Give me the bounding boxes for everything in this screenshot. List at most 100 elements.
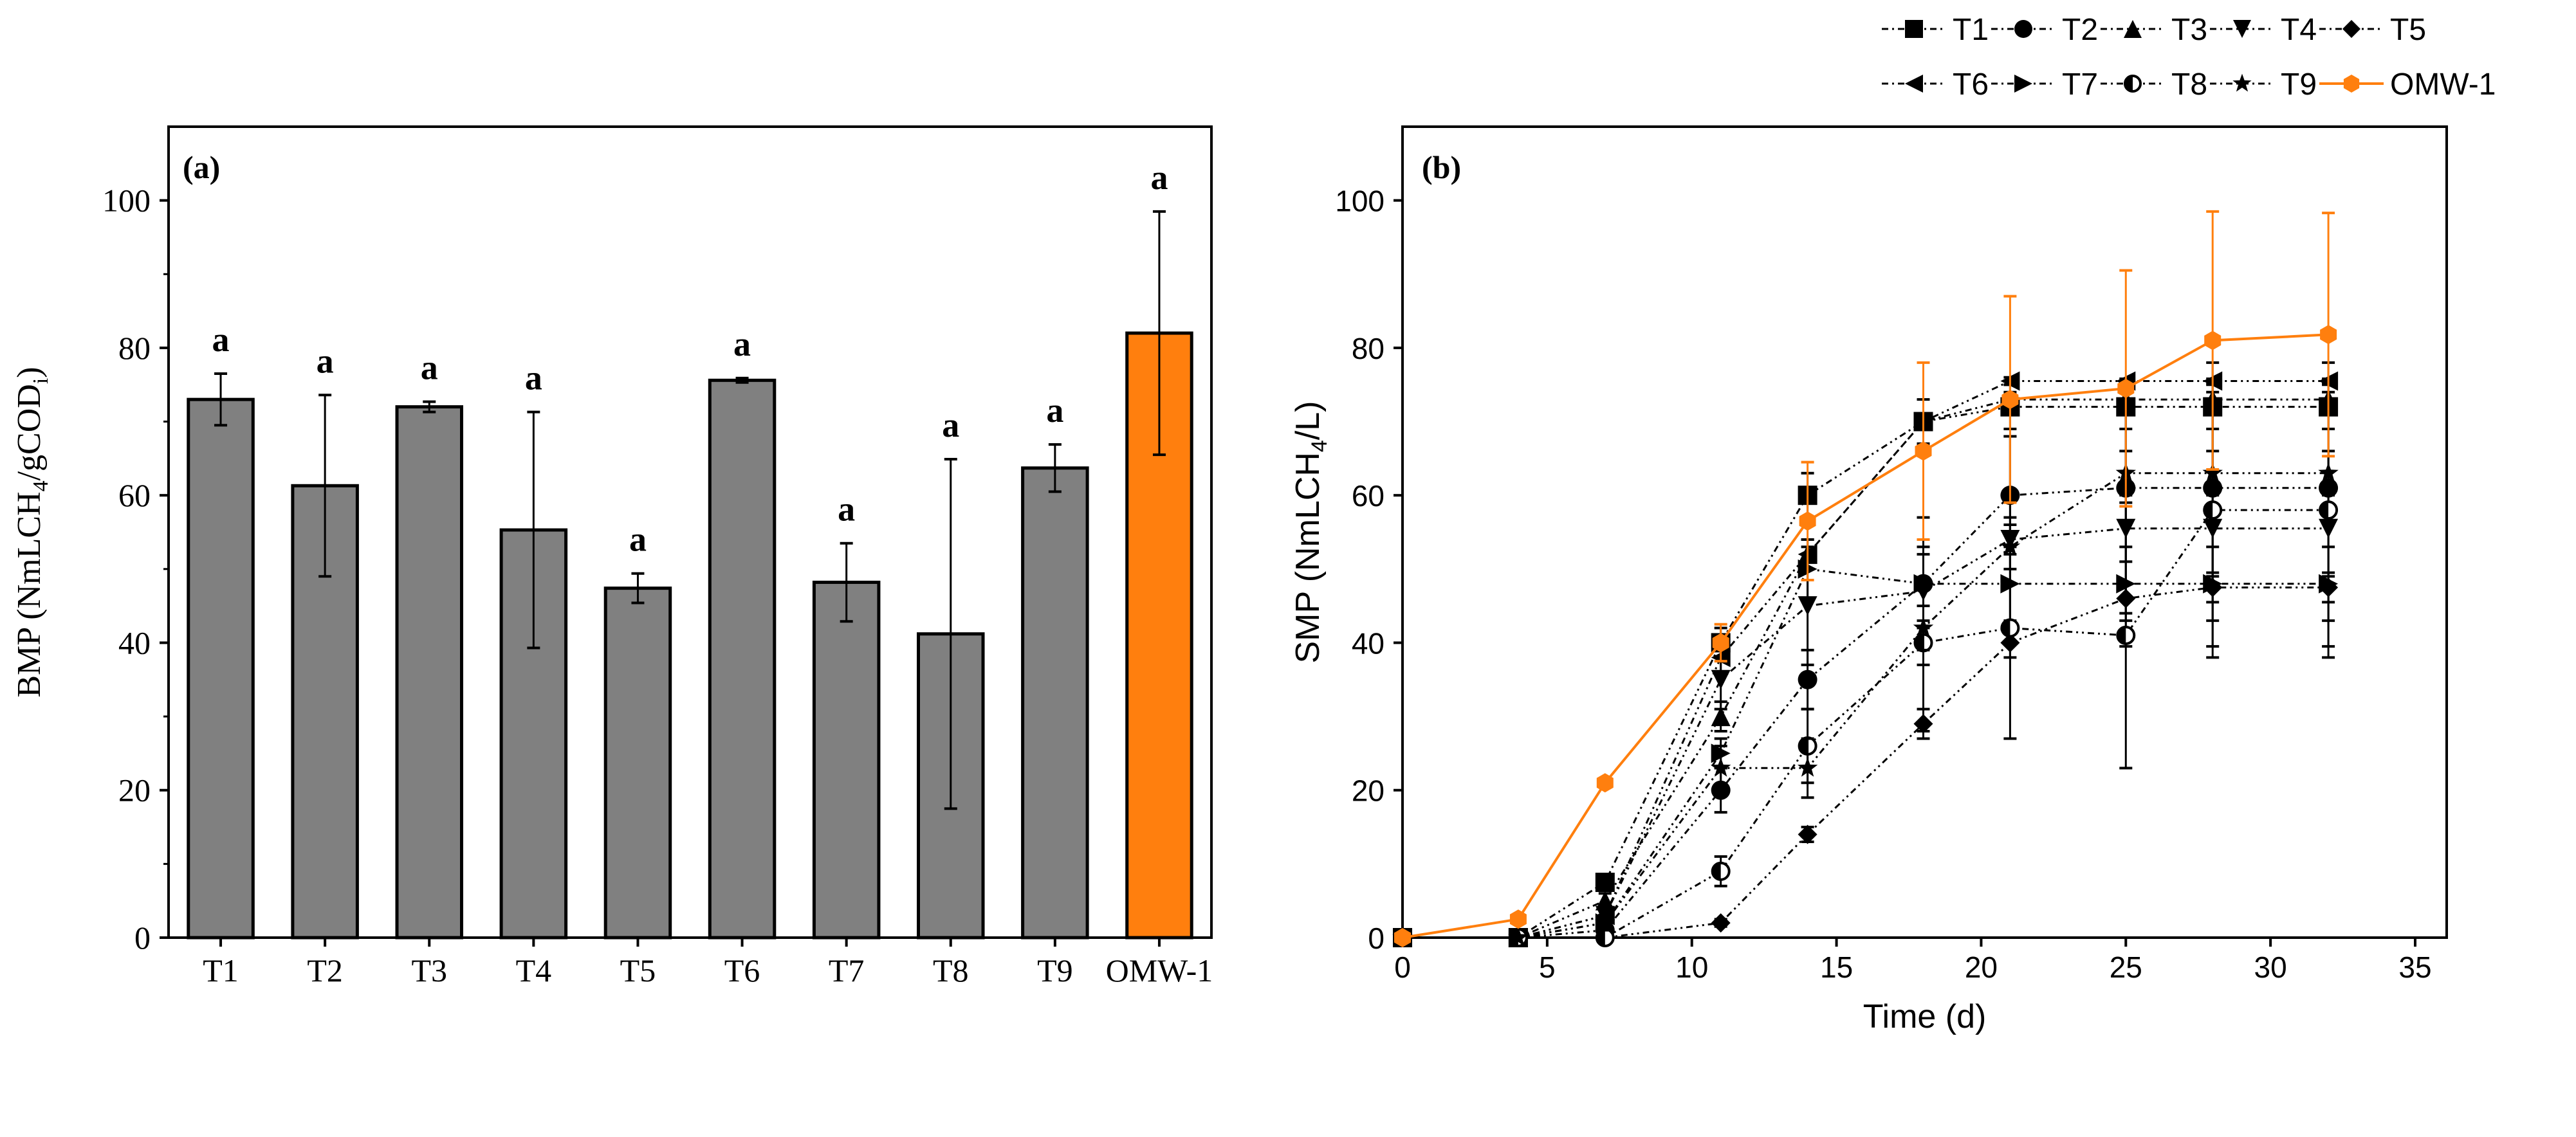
- significance-letter: a: [212, 320, 230, 359]
- series-line: [1403, 380, 2329, 939]
- y-axis-label-part: ): [11, 367, 48, 377]
- series-t3: [1393, 390, 2339, 947]
- marker-hexagon: [2117, 379, 2135, 398]
- marker-star: [1711, 757, 1731, 777]
- marker-half-circle-fill: [2204, 502, 2213, 519]
- legend-item-omw-1: OMW-1: [2319, 68, 2496, 102]
- series-omw-1: [1394, 210, 2337, 947]
- marker-hexagon: [1509, 909, 1527, 929]
- x-tick-label: T1: [203, 952, 239, 988]
- y-axis-label-part: /L): [1289, 401, 1327, 440]
- legend-label: T9: [2281, 68, 2317, 102]
- marker-star: [2318, 462, 2339, 482]
- bar-t9: [1021, 466, 1089, 940]
- x-tick-label: T3: [411, 952, 447, 988]
- legend-item-t4: T4: [2210, 13, 2317, 47]
- x-tick-label: 30: [2254, 951, 2287, 984]
- series-line: [1402, 333, 2329, 939]
- marker-circle: [1798, 669, 1817, 689]
- marker-square: [1905, 20, 1923, 38]
- x-tick-label: 20: [1965, 951, 1998, 984]
- legend-item-t7: T7: [1991, 68, 2098, 102]
- legend-item-t5: T5: [2319, 13, 2426, 47]
- marker-hexagon: [2320, 325, 2337, 345]
- x-tick-label: T8: [933, 952, 969, 988]
- series-t7: [1393, 538, 2339, 947]
- legend: T1 T2 T3 T4 T5 T6 T7 T8 T9 OMW-1: [1882, 13, 2496, 102]
- y-axis-label: BMP (NmLCH4/gCODi): [11, 367, 53, 697]
- significance-letter: a: [1150, 158, 1168, 197]
- legend-label: OMW-1: [2390, 68, 2496, 102]
- marker-hexagon: [1712, 633, 1729, 653]
- series-line: [1403, 406, 2329, 939]
- marker-hexagon: [1799, 511, 1816, 531]
- y-tick-label: 0: [1368, 922, 1385, 955]
- x-tick-label: OMW-1: [1106, 952, 1213, 988]
- y-axis-label-part: /gCOD: [11, 384, 48, 480]
- marker-half-circle-fill: [1915, 634, 1924, 651]
- marker-hexagon: [1915, 441, 1932, 461]
- axes-frame: [167, 125, 1213, 939]
- x-tick-label: T6: [724, 952, 760, 988]
- series-line: [1403, 509, 2329, 939]
- series-line: [1403, 472, 2329, 939]
- x-tick-label: 10: [1675, 951, 1708, 984]
- marker-star: [2000, 536, 2021, 556]
- x-tick-label: 35: [2398, 951, 2431, 984]
- legend-item-t6: T6: [1882, 68, 1989, 102]
- marker-hexagon: [2001, 390, 2019, 410]
- series-t2: [1393, 398, 2339, 947]
- y-tick-label: 100: [1335, 185, 1385, 218]
- marker-star: [1913, 617, 1934, 637]
- significance-letter: a: [421, 349, 438, 387]
- marker-half-circle-fill: [1712, 862, 1721, 880]
- marker-star: [1595, 912, 1615, 932]
- legend-item-t2: T2: [1991, 13, 2098, 47]
- series-line: [1403, 398, 2329, 939]
- significance-letter: a: [942, 406, 959, 444]
- marker-half-circle-fill: [1799, 737, 1808, 754]
- significance-letter: a: [733, 325, 751, 363]
- panel-b-line-chart: 0 20 40 60 80 100 0 5 10 15 20 25 30 35 Time (d) SMP (N…: [1289, 125, 2448, 1035]
- marker-star: [1508, 927, 1529, 947]
- bar-t7: [812, 580, 881, 940]
- marker-half-circle-fill: [2320, 502, 2329, 519]
- y-tick-label: 20: [118, 772, 151, 808]
- marker-triangle-up: [2124, 20, 2142, 38]
- series-t4: [1393, 409, 2339, 947]
- legend-item-t1: T1: [1882, 13, 1989, 47]
- bar-t3: [395, 405, 464, 940]
- marker-triangle-up: [1595, 891, 1615, 911]
- legend-item-t8: T8: [2101, 68, 2207, 102]
- x-tick-label: T7: [829, 952, 865, 988]
- series-t8: [1393, 361, 2339, 947]
- series-line: [1403, 487, 2329, 939]
- marker-half-circle-fill: [2001, 619, 2010, 637]
- marker-star: [1797, 757, 1818, 777]
- marker-hexagon: [1596, 773, 1614, 793]
- x-tick-label: T2: [307, 952, 343, 988]
- x-tick-label: 0: [1394, 951, 1411, 984]
- marker-diamond: [1798, 824, 1817, 844]
- y-tick-label: 0: [134, 920, 151, 956]
- y-tick-label: 100: [102, 183, 151, 219]
- legend-item-t3: T3: [2101, 13, 2207, 47]
- bar-t6: [708, 378, 777, 940]
- marker-triangle-right: [2014, 75, 2032, 93]
- bar-t1: [187, 397, 255, 940]
- marker-triangle-up: [1711, 707, 1731, 727]
- x-tick-label: T5: [620, 952, 656, 988]
- marker-half-circle-fill: [2117, 626, 2126, 644]
- series-t1: [1393, 383, 2339, 947]
- y-axis-label-part: 4: [1307, 440, 1332, 452]
- marker-triangle-down: [2233, 20, 2251, 38]
- x-tick-label: 15: [1820, 951, 1853, 984]
- legend-label: T7: [2062, 68, 2098, 102]
- x-axis-label: Time (d): [1863, 998, 1987, 1035]
- marker-diamond: [2342, 20, 2360, 38]
- panel-label-b: (b): [1422, 149, 1461, 185]
- y-tick-label: 60: [1352, 479, 1385, 513]
- marker-hexagon: [2204, 331, 2222, 350]
- marker-hexagon: [2343, 75, 2360, 93]
